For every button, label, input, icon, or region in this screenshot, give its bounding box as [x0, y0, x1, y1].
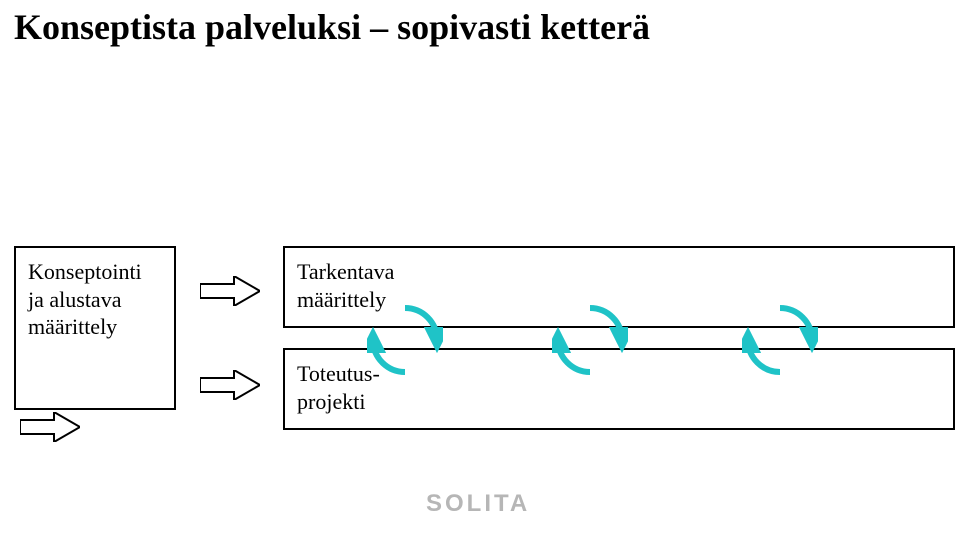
- arrow-right-icon: [20, 412, 80, 442]
- solita-logo: SOLITA: [426, 490, 530, 518]
- arrow-shape: [20, 412, 80, 442]
- page-title: Konseptista palveluksi – sopivasti kette…: [14, 6, 650, 48]
- cycle-icon: [367, 302, 443, 378]
- box-konseptointi: Konseptointija alustavamäärittely: [14, 246, 176, 410]
- arrow-right-icon: [200, 370, 260, 400]
- arrow-shape: [200, 370, 260, 400]
- cycle-icon: [552, 302, 628, 378]
- arrow-right-icon: [200, 276, 260, 306]
- cycle-icon: [742, 302, 818, 378]
- arrow-shape: [200, 276, 260, 306]
- box-konseptointi-label: Konseptointija alustavamäärittely: [16, 248, 174, 351]
